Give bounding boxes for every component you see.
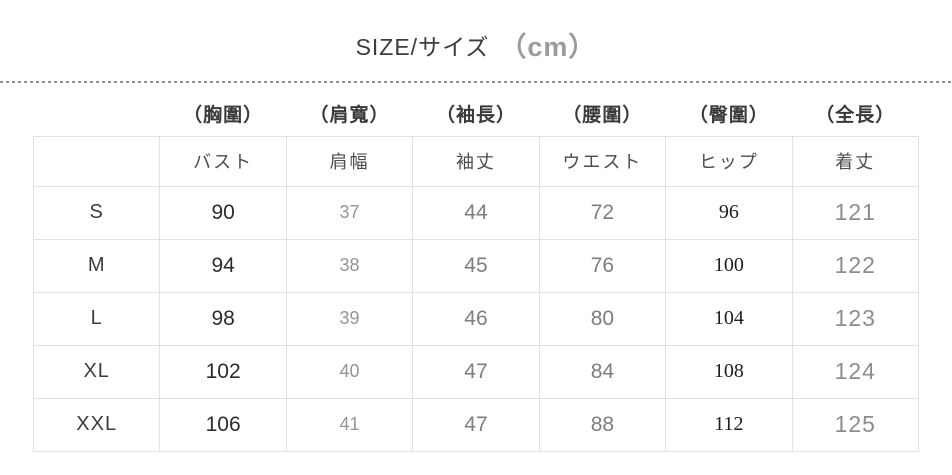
cell-hip: 112 [665,397,793,452]
cell-shoulder: 38 [285,238,414,293]
table-row-xl: XL 102 40 47 84 108 124 [32,344,920,399]
jp-header-waist: ウエスト [538,135,667,187]
cell-hip: 108 [665,344,793,399]
cell-bust: 102 [159,344,287,399]
cn-header-length: （全長） [792,83,919,136]
cell-bust: 106 [159,397,287,452]
cn-header-shoulder: （肩寬） [286,83,413,136]
cn-header-row: （胸圍） （肩寬） （袖長） （腰圍） （臀圍） （全長） [33,83,919,136]
cell-length: 124 [791,344,920,399]
cell-hip: 104 [665,291,793,346]
jp-header-shoulder: 肩幅 [285,135,414,187]
cell-shoulder: 40 [285,344,414,399]
cell-shoulder: 39 [285,291,414,346]
cell-size: XL [32,344,161,399]
jp-header-corner [32,135,161,187]
cn-header-hip: （臀圍） [665,83,793,136]
cn-header-waist: （腰圍） [539,83,666,136]
table-row-m: M 94 38 45 76 100 122 [32,238,920,293]
jp-header-bust: バスト [159,135,287,187]
cell-hip: 100 [665,238,793,293]
cell-waist: 76 [538,238,667,293]
cell-shoulder: 41 [285,397,414,452]
dashed-divider [0,81,952,83]
cell-sleeve: 45 [412,238,540,293]
size-title-text: SIZE/サイズ [355,33,490,60]
jp-header-row: バスト 肩幅 袖丈 ウエスト ヒップ 着丈 [32,135,920,187]
cell-sleeve: 47 [412,397,540,452]
jp-header-length: 着丈 [791,135,920,187]
cell-size: S [32,185,161,240]
size-unit-text: （cm） [499,32,597,62]
cn-header-corner [33,83,160,136]
cell-waist: 72 [538,185,667,240]
table-row-xxl: XXL 106 41 47 88 112 125 [32,397,920,452]
cell-size: L [32,291,161,346]
page-title: SIZE/サイズ （cm） [0,0,952,81]
cell-waist: 80 [538,291,667,346]
cn-header-bust: （胸圍） [159,83,287,136]
cell-bust: 94 [159,238,287,293]
size-table-wrap: （胸圍） （肩寬） （袖長） （腰圍） （臀圍） （全長） バスト 肩幅 袖丈 … [32,83,920,452]
cell-waist: 88 [538,397,667,452]
cell-sleeve: 44 [412,185,540,240]
cell-bust: 90 [159,185,287,240]
cell-length: 123 [791,291,920,346]
jp-header-hip: ヒップ [665,135,793,187]
jp-header-sleeve: 袖丈 [412,135,540,187]
cell-hip: 96 [665,185,793,240]
cell-sleeve: 46 [412,291,540,346]
cell-bust: 98 [159,291,287,346]
cell-length: 125 [791,397,920,452]
cn-header-sleeve: （袖長） [412,83,540,136]
cell-length: 121 [791,185,920,240]
cell-size: XXL [32,397,161,452]
cell-sleeve: 47 [412,344,540,399]
size-table: （胸圍） （肩寬） （袖長） （腰圍） （臀圍） （全長） バスト 肩幅 袖丈 … [32,83,920,452]
table-row-l: L 98 39 46 80 104 123 [32,291,920,346]
cell-length: 122 [791,238,920,293]
cell-shoulder: 37 [285,185,414,240]
table-row-s: S 90 37 44 72 96 121 [32,185,920,240]
cell-waist: 84 [538,344,667,399]
cell-size: M [32,238,161,293]
